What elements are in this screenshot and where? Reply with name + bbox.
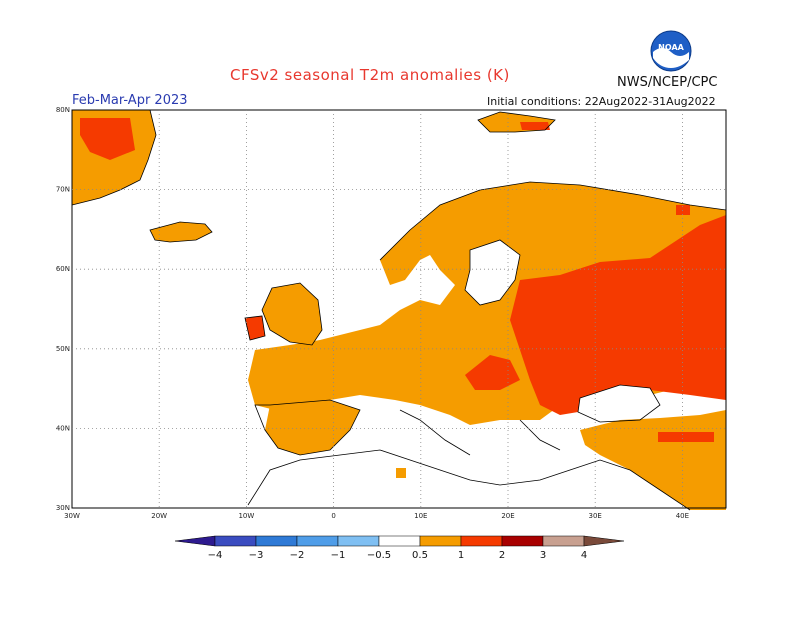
colorbar-label: −1 bbox=[331, 550, 346, 561]
lon-tick-label: 10W bbox=[238, 512, 254, 520]
colorbar-swatch bbox=[255, 535, 298, 547]
colorbar-arrow-low bbox=[174, 535, 216, 547]
colorbar-label: −0.5 bbox=[367, 550, 391, 561]
map-title: CFSv2 seasonal T2m anomalies (K) bbox=[230, 66, 510, 84]
colorbar-label: 2 bbox=[499, 550, 505, 561]
noaa-logo: NOAA bbox=[650, 30, 692, 72]
lon-tick-label: 30E bbox=[589, 512, 602, 520]
lat-tick-label: 40N bbox=[56, 424, 70, 432]
lon-tick-label: 10E bbox=[414, 512, 427, 520]
lat-tick-label: 30N bbox=[56, 504, 70, 512]
colorbar-label: −2 bbox=[290, 550, 305, 561]
colorbar-label: 4 bbox=[581, 550, 587, 561]
coastlines bbox=[71, 109, 727, 511]
latitude-labels: 30N 40N 50N 60N 70N 80N bbox=[56, 106, 70, 512]
lat-tick-label: 50N bbox=[56, 345, 70, 353]
lon-tick-label: 20W bbox=[151, 512, 167, 520]
colorbar-swatch bbox=[378, 535, 421, 547]
colorbar-swatch bbox=[419, 535, 462, 547]
colorbar-swatch bbox=[542, 535, 585, 547]
colorbar-arrow-high bbox=[583, 535, 625, 547]
forecast-period: Feb-Mar-Apr 2023 bbox=[72, 93, 188, 108]
colorbar-swatch bbox=[501, 535, 544, 547]
colorbar-label: 3 bbox=[540, 550, 546, 561]
initial-conditions: Initial conditions: 22Aug2022-31Aug2022 bbox=[487, 95, 716, 108]
lon-tick-label: 0 bbox=[331, 512, 335, 520]
lon-tick-label: 20E bbox=[501, 512, 514, 520]
lat-tick-label: 60N bbox=[56, 265, 70, 273]
colorbar-label: −4 bbox=[208, 550, 223, 561]
logo-lettering: NOAA bbox=[658, 43, 684, 52]
lon-tick-label: 30W bbox=[64, 512, 80, 520]
lat-tick-label: 80N bbox=[56, 106, 70, 114]
colorbar-label: 1 bbox=[458, 550, 464, 561]
map-frame bbox=[71, 109, 727, 509]
colorbar-swatch bbox=[337, 535, 380, 547]
lat-tick-label: 70N bbox=[56, 186, 70, 194]
colorbar-label: −3 bbox=[249, 550, 264, 561]
colorbar-swatch bbox=[214, 535, 257, 547]
colorbar-swatches bbox=[174, 535, 625, 547]
colorbar-label: 0.5 bbox=[412, 550, 428, 561]
longitude-labels: 30W 20W 10W 0 10E 20E 30E 40E bbox=[64, 512, 689, 520]
graticule bbox=[72, 110, 726, 508]
colorbar-swatch bbox=[460, 535, 503, 547]
agency-label: NWS/NCEP/CPC bbox=[617, 75, 718, 90]
lon-tick-label: 40E bbox=[676, 512, 689, 520]
colorbar-labels: −4 −3 −2 −1 −0.5 0.5 1 2 3 4 bbox=[208, 550, 588, 561]
colorbar-swatch bbox=[296, 535, 339, 547]
